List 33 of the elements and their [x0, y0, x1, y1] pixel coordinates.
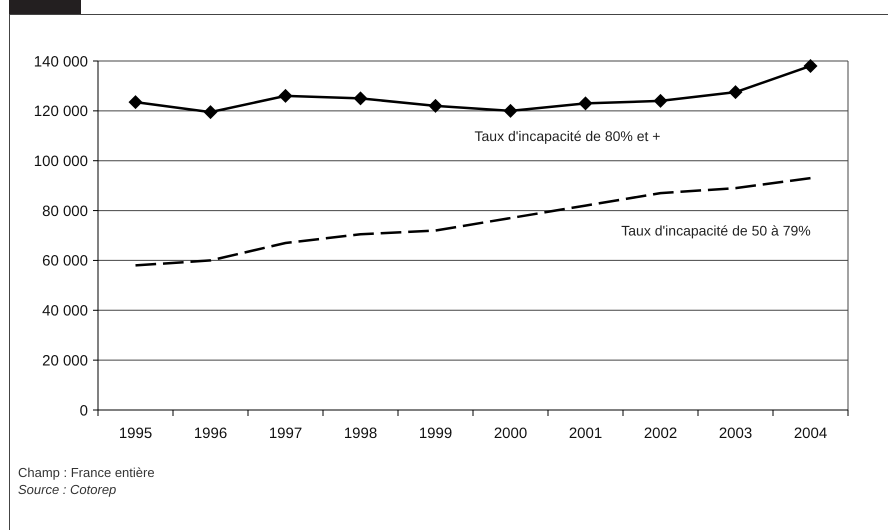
- series-label: Taux d'incapacité de 80% et +: [474, 128, 660, 144]
- x-tick-label: 1999: [418, 425, 452, 442]
- point: [804, 58, 818, 73]
- x-tick-label: 1995: [118, 425, 152, 442]
- line-series: [134, 176, 812, 267]
- point: [204, 105, 218, 120]
- y-tick-label: 60 000: [42, 252, 88, 270]
- point: [728, 85, 742, 100]
- x-tick-label: 2002: [644, 425, 678, 442]
- point: [354, 91, 368, 106]
- x-tick-label: 1997: [268, 425, 302, 442]
- y-tick-label: 40 000: [42, 302, 88, 320]
- y-tick-label: 20 000: [42, 352, 88, 370]
- point: [428, 98, 442, 113]
- text: Champ : France entière: [18, 465, 155, 480]
- point: [578, 96, 592, 110]
- series-label: Taux d'incapacité de 50 à 79%: [621, 222, 811, 238]
- x-tick-label: 2003: [718, 425, 752, 442]
- y-tick-label: 80 000: [42, 202, 88, 220]
- point: [654, 94, 668, 108]
- y-tick-label: 140 000: [34, 53, 88, 70]
- x-tick-label: 1998: [344, 425, 378, 442]
- source-note: Source : Cotorep: [18, 482, 116, 497]
- point: [504, 104, 518, 118]
- point: [128, 95, 142, 110]
- y-tick-label: 100 000: [34, 152, 88, 170]
- x-tick-label: 1996: [194, 425, 228, 442]
- y-tick-label: 0: [80, 402, 88, 420]
- x-tick-label: 2001: [568, 425, 602, 442]
- x-tick-label: 2004: [794, 425, 828, 442]
- y-tick-label: 120 000: [34, 103, 88, 120]
- x-tick-label: 2000: [494, 425, 528, 442]
- point: [278, 88, 292, 103]
